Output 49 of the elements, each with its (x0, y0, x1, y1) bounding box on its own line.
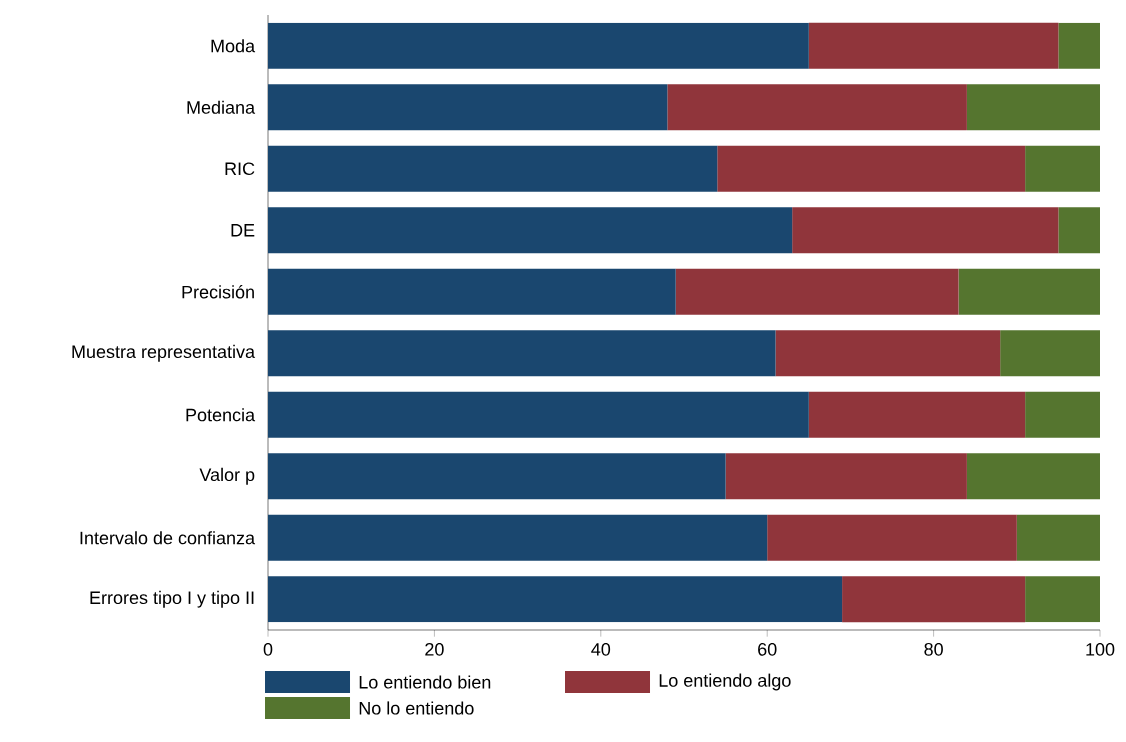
x-tick-label: 0 (263, 642, 273, 656)
legend-label: No lo entiendo (359, 701, 474, 715)
y-tick-label: DE (231, 224, 255, 237)
x-tick-label: 80 (924, 642, 943, 656)
bar (268, 330, 776, 377)
bar (808, 391, 1026, 438)
bar (1058, 22, 1101, 69)
y-tick-label: Potencia (186, 408, 256, 422)
bar (966, 84, 1101, 131)
bar (725, 453, 967, 500)
y-tick-label: Moda (211, 39, 256, 53)
x-tick-label: 60 (758, 642, 777, 656)
x-tick-label: 20 (425, 642, 444, 656)
bar (675, 268, 959, 315)
bar (792, 207, 1059, 254)
x-tick-label: 40 (591, 642, 611, 656)
bar (268, 268, 676, 315)
bar (268, 453, 726, 500)
bar (1058, 207, 1101, 254)
y-tick-label: Intervalo de confianza (80, 531, 256, 545)
legend-label: Lo entiendo bien (359, 675, 491, 689)
bar (775, 330, 1001, 377)
bar (1025, 576, 1101, 623)
y-tick-label: Mediana (187, 100, 256, 114)
bar (808, 22, 1059, 69)
bar (966, 453, 1101, 500)
bar (958, 268, 1101, 315)
bar (268, 391, 809, 438)
y-tick-label: RIC (225, 162, 255, 176)
bar (1000, 330, 1101, 377)
bar (268, 207, 793, 254)
bar (1025, 145, 1101, 192)
bar (842, 576, 1026, 623)
bar (1025, 391, 1101, 438)
bar (268, 145, 718, 192)
y-tick-label: Valor p (199, 467, 255, 485)
bar (767, 514, 1017, 561)
y-tick-label: Muestra representativa (72, 344, 256, 362)
bar (268, 22, 809, 69)
bar (1016, 514, 1101, 561)
x-tick-label: 100 (1086, 642, 1115, 656)
bar (268, 514, 768, 561)
bar (667, 84, 967, 131)
bar (268, 576, 843, 623)
legend-label: Lo entiendo algo (659, 673, 791, 691)
y-tick-label: Errores tipo I y tipo II (90, 590, 254, 608)
bar (717, 145, 1026, 192)
bar (268, 84, 668, 131)
y-tick-label: Precisión (182, 285, 254, 299)
